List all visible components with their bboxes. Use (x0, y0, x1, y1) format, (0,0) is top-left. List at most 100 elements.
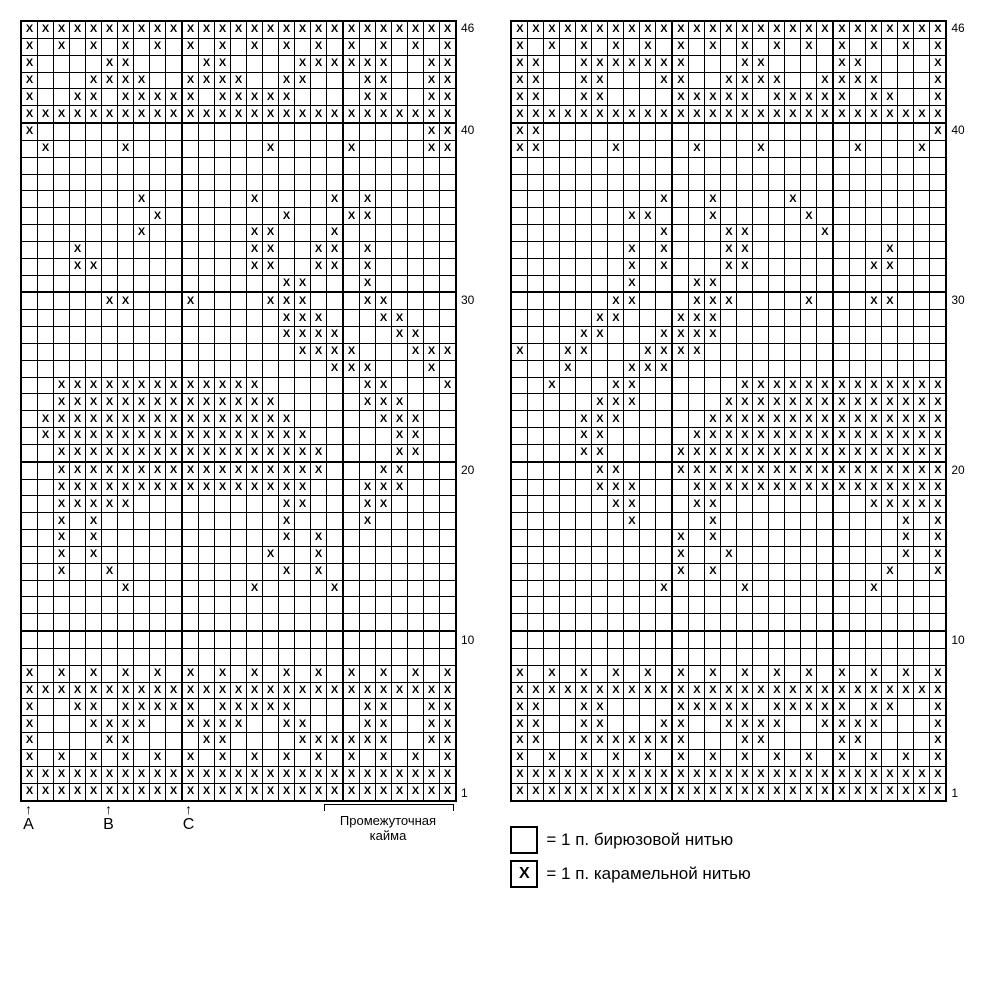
chart-cell: X (850, 733, 866, 750)
chart-cell (102, 258, 118, 275)
chart-cell: X (624, 783, 640, 801)
chart-cell (295, 208, 311, 225)
chart-cell: X (118, 682, 134, 699)
chart-cell (215, 208, 231, 225)
chart-cell (833, 597, 850, 614)
chart-cell: X (150, 38, 166, 55)
row-label (459, 258, 474, 275)
chart-cell: X (511, 733, 528, 750)
chart-cell: X (199, 444, 215, 461)
chart-cell (544, 428, 560, 445)
chart-cell (914, 208, 930, 225)
chart-cell (118, 648, 134, 665)
chart-cell (769, 208, 785, 225)
chart-cell: X (850, 21, 866, 38)
chart-cell (672, 174, 689, 191)
chart-cell (656, 614, 673, 631)
chart-cell (528, 428, 544, 445)
chart-cell: X (511, 123, 528, 140)
chart-cell: X (360, 292, 376, 309)
chart-cell: X (102, 462, 118, 479)
chart-cell (785, 310, 801, 327)
chart-cell: X (882, 682, 898, 699)
chart-cell: X (327, 343, 344, 360)
chart-cell: X (785, 191, 801, 208)
chart-cell (801, 174, 817, 191)
chart-cell: X (801, 682, 817, 699)
chart-cell (866, 123, 882, 140)
chart-cell (392, 360, 408, 377)
chart-cell: X (231, 444, 247, 461)
chart-cell (866, 631, 882, 648)
chart-cell (182, 546, 199, 563)
chart-cell: X (850, 411, 866, 428)
chart-cell: X (576, 766, 592, 783)
chart-cell (866, 360, 882, 377)
chart-cell (866, 563, 882, 580)
chart-cell (102, 614, 118, 631)
chart-cell: X (705, 783, 721, 801)
chart-cell (327, 749, 344, 766)
chart-cell (424, 292, 440, 309)
chart-cell (689, 225, 705, 242)
chart-cell (424, 428, 440, 445)
chart-cell (199, 38, 215, 55)
row-label (949, 547, 964, 564)
chart-cell: X (737, 716, 753, 733)
chart-cell (440, 479, 457, 496)
chart-cell: X (166, 428, 183, 445)
chart-cell (150, 157, 166, 174)
chart-cell: X (656, 360, 673, 377)
chart-cell: X (592, 55, 608, 72)
chart-cell: X (134, 72, 150, 89)
chart-cell (656, 479, 673, 496)
chart-cell: X (930, 783, 947, 801)
chart-cell (70, 208, 86, 225)
chart-cell (263, 496, 279, 513)
chart-cell: X (833, 428, 850, 445)
chart-cell: X (737, 699, 753, 716)
chart-cell: X (689, 21, 705, 38)
chart-cell (150, 733, 166, 750)
chart-cell (528, 530, 544, 547)
chart-cell (150, 55, 166, 72)
chart-cell (247, 631, 263, 648)
chart-cell (279, 258, 295, 275)
chart-cell (737, 208, 753, 225)
chart-cell: X (672, 699, 689, 716)
chart-cell: X (247, 749, 263, 766)
chart-cell: X (327, 580, 344, 597)
chart-cell: X (576, 343, 592, 360)
chart-cell (737, 614, 753, 631)
chart-cell (182, 241, 199, 258)
chart-cell (672, 394, 689, 411)
chart-cell: X (38, 106, 54, 123)
chart-cell: X (898, 38, 914, 55)
chart-cell (408, 530, 424, 547)
chart-cell (263, 513, 279, 530)
chart-cell (882, 597, 898, 614)
chart-cell: X (882, 444, 898, 461)
chart-cell (376, 225, 392, 242)
chart-cell (850, 597, 866, 614)
chart-cell (721, 648, 737, 665)
chart-cell: X (914, 140, 930, 157)
chart-cell (753, 496, 769, 513)
chart-cell (528, 38, 544, 55)
chart-cell (640, 546, 656, 563)
chart-cell (231, 580, 247, 597)
chart-cell: X (199, 766, 215, 783)
chart-cell (424, 174, 440, 191)
chart-cell (817, 292, 834, 309)
chart-cell (882, 343, 898, 360)
chart-cell (560, 377, 576, 394)
chart-cell (672, 377, 689, 394)
chart-cell: X (360, 513, 376, 530)
chart-cell (592, 377, 608, 394)
chart-cell: X (360, 360, 376, 377)
chart-cell (640, 513, 656, 530)
chart-cell (914, 546, 930, 563)
chart-cell (737, 648, 753, 665)
chart-cell: X (166, 462, 183, 479)
chart-cell: X (705, 292, 721, 309)
